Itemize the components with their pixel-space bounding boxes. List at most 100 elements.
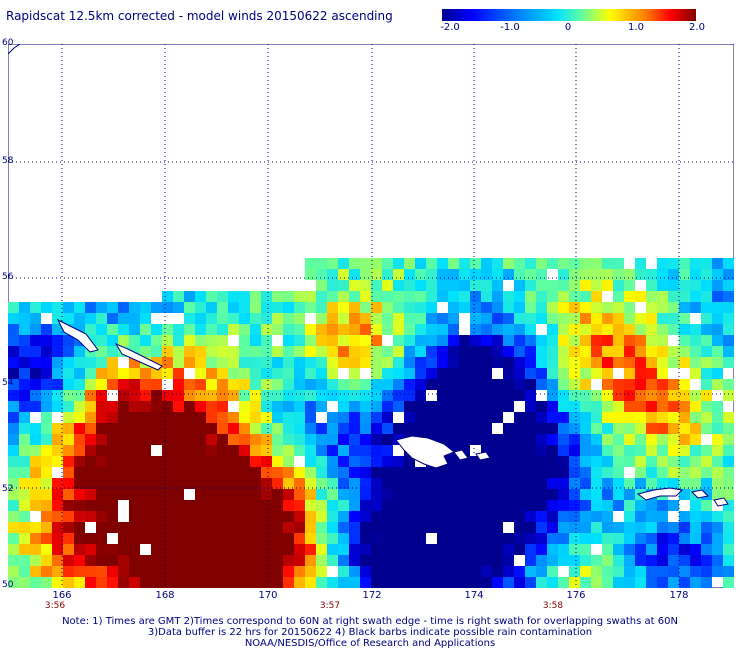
wind-cell [514,500,525,511]
wind-cell [349,269,360,280]
wind-cell [690,423,701,434]
wind-cell [679,412,690,423]
wind-cell [217,478,228,489]
wind-cell [624,324,635,335]
wind-cell [690,346,701,357]
wind-cell [151,467,162,478]
wind-cell [679,313,690,324]
wind-cell [316,434,327,445]
wind-cell [635,566,646,577]
wind-cell [195,379,206,390]
wind-cell [404,544,415,555]
wind-cell [30,346,41,357]
wind-cell [96,500,107,511]
wind-cell [294,335,305,346]
wind-cell [250,456,261,467]
wind-cell [635,401,646,412]
wind-cell [635,412,646,423]
wind-cell [492,302,503,313]
wind-cell [140,412,151,423]
wind-cell [525,335,536,346]
wind-cell [613,555,624,566]
wind-cell [426,357,437,368]
wind-cell [437,335,448,346]
wind-cell [250,434,261,445]
wind-cell [393,511,404,522]
wind-cell [338,566,349,577]
wind-cell [85,423,96,434]
wind-cell [74,555,85,566]
wind-cell [701,478,712,489]
wind-cell [701,412,712,423]
wind-cell [701,357,712,368]
wind-cell [162,346,173,357]
wind-cell [492,313,503,324]
wind-cell [217,346,228,357]
wind-cell [140,434,151,445]
wind-cell [250,412,261,423]
wind-cell [525,423,536,434]
wind-cell [338,346,349,357]
wind-cell [107,335,118,346]
wind-cell [646,566,657,577]
wind-cell [635,368,646,379]
wind-cell [294,434,305,445]
wind-cell [657,478,668,489]
wind-cell [118,555,129,566]
wind-cell [8,368,19,379]
wind-cell [437,368,448,379]
wind-cell [492,478,503,489]
wind-cell [624,434,635,445]
wind-cell [503,533,514,544]
wind-cell [272,533,283,544]
wind-cell [371,302,382,313]
wind-cell [272,522,283,533]
wind-cell [382,357,393,368]
wind-cell [448,390,459,401]
wind-cell [360,379,371,390]
wind-cell [239,500,250,511]
wind-difference-map [8,44,734,588]
wind-cell [74,302,85,313]
wind-cell [63,445,74,456]
wind-cell [195,423,206,434]
wind-cell [404,291,415,302]
wind-cell [206,577,217,588]
wind-cell [536,533,547,544]
wind-cell [371,269,382,280]
wind-cell [129,456,140,467]
wind-cell [492,379,503,390]
wind-cell [195,302,206,313]
wind-cell [415,500,426,511]
wind-cell [85,401,96,412]
wind-cell [393,533,404,544]
wind-cell [96,368,107,379]
wind-cell [393,313,404,324]
wind-cell [52,324,63,335]
wind-cell [514,313,525,324]
wind-cell [547,280,558,291]
wind-cell [591,566,602,577]
wind-cell [514,544,525,555]
wind-cell [503,313,514,324]
colorbar-label: -2.0 [440,22,460,33]
wind-cell [437,423,448,434]
wind-cell [305,423,316,434]
longitude-label: 168 [155,590,175,601]
wind-cell [503,544,514,555]
wind-cell [217,489,228,500]
wind-cell [338,577,349,588]
wind-cell [470,313,481,324]
wind-cell [371,335,382,346]
wind-cell [492,522,503,533]
wind-cell [393,555,404,566]
wind-cell [206,478,217,489]
wind-cell [360,324,371,335]
wind-cell [349,489,360,500]
wind-cell [558,500,569,511]
wind-cell [525,500,536,511]
wind-cell [327,346,338,357]
wind-cell [140,445,151,456]
wind-cell [426,412,437,423]
wind-cell [536,280,547,291]
